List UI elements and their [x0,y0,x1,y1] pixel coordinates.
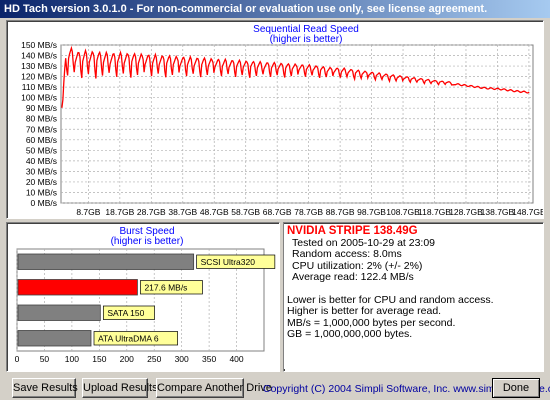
burst-x-tick-label: 350 [202,354,216,364]
burst-chart-title: Burst Speed [119,226,174,237]
note-higher-better: Higher is better for average read. [287,305,442,318]
burst-chart-subtitle: (higher is better) [111,236,184,247]
read-y-tick-label: 110 MB/s [22,82,57,92]
burst-bar-label-box [196,254,276,269]
read-chart-subtitle: (higher is better) [270,34,343,45]
read-y-tick-label: 10 MB/s [26,187,57,197]
read-x-tick-label: 148.7GB [512,207,543,217]
read-x-tick-label: 48.7GB [200,207,229,217]
upload-results-button[interactable]: Upload Results [82,378,158,398]
read-x-tick-label: 118.7GB [418,207,451,217]
window-title-bar: HD Tach version 3.0.1.0 - For non-commer… [0,0,550,18]
read-y-tick-label: 80 MB/s [26,114,57,124]
read-x-tick-label: 98.7GB [357,207,386,217]
copyright-text: Copyright (C) 2004 Simpli Software, Inc.… [263,383,550,395]
burst-chart-x-axis: 0 50 100 150 200 250 300 350 400 [15,354,244,364]
save-results-button[interactable]: Save Results [12,378,78,398]
read-y-tick-label: 20 MB/s [26,177,57,187]
burst-x-tick-label: 400 [229,354,243,364]
burst-bar-label-box [140,280,203,295]
cpu-utilization: CPU utilization: 2% (+/- 2%) [292,259,423,272]
read-x-tick-label: 28.7GB [137,207,166,217]
read-x-tick-label: 18.7GB [105,207,134,217]
average-read: Average read: 122.4 MB/s [292,270,414,283]
read-y-tick-label: 140 MB/s [21,51,57,61]
read-x-tick-label: 68.7GB [263,207,292,217]
burst-bar [17,253,195,270]
note-lower-better: Lower is better for CPU and random acces… [287,294,494,307]
burst-bar-label: SCSI Ultra320 [201,257,256,267]
compare-drive-button[interactable]: Compare Another Drive [156,378,272,398]
read-chart-grid [60,44,534,204]
burst-bar-label: SATA 150 [107,308,144,318]
drive-name: NVIDIA STRIPE 138.49G [287,225,418,237]
read-y-tick-label: 90 MB/s [26,103,57,113]
read-y-tick-label: 40 MB/s [26,156,57,166]
read-x-tick-label: 38.7GB [168,207,197,217]
read-x-tick-label: 88.7GB [326,207,355,217]
burst-x-tick-label: 50 [40,354,50,364]
burst-speed-panel: Burst Speed (higher is better) SCSI Ultr… [6,222,280,372]
burst-bar [17,330,92,347]
burst-x-tick-label: 250 [147,354,161,364]
burst-bar-label-box [93,331,178,346]
read-x-tick-label: 78.7GB [294,207,323,217]
burst-bar [17,304,101,321]
read-y-tick-label: 130 MB/s [21,61,57,71]
burst-x-tick-label: 300 [175,354,189,364]
burst-bar-label: 217.6 MB/s [144,282,187,292]
burst-x-tick-label: 150 [92,354,106,364]
sequential-read-panel: Sequential Read Speed (higher is better)… [6,20,544,219]
burst-plot-frame [16,248,265,352]
read-x-tick-label: 138.7GB [481,207,515,217]
burst-x-tick-label: 100 [65,354,79,364]
burst-chart-bars: SCSI Ultra320 217.6 MB/s SATA 150 ATA Ultra… [17,253,276,347]
read-chart-x-axis: 8.7GB 18.7GB 28.7GB 38.7GB 48.7GB 58.7GB 68.7G… [76,207,543,217]
burst-speed-chart: Burst Speed (higher is better) SCSI Ultr… [15,226,276,364]
tested-date: Tested on 2005-10-29 at 23:09 [292,237,436,249]
read-x-tick-label: 128.7GB [449,207,483,217]
note-gb-definition: GB = 1,000,000,000 bytes. [287,328,413,341]
read-speed-series-line [61,45,530,108]
window-title: HD Tach version 3.0.1.0 - For non-commer… [4,3,488,15]
read-y-tick-label: 120 MB/s [21,72,57,82]
burst-bar-label-box [102,305,155,320]
sequential-read-chart: Sequential Read Speed (higher is better)… [21,24,543,217]
note-mbs-definition: MB/s = 1,000,000 bytes per second. [287,316,456,329]
random-access: Random access: 8.0ms [292,248,402,261]
burst-x-tick-label: 0 [15,354,20,364]
burst-bar [17,279,138,296]
read-y-tick-label: 0 MB/s [31,198,57,208]
read-x-tick-label: 108.7GB [386,207,420,217]
done-button[interactable]: Done [492,378,540,398]
burst-x-tick-label: 200 [120,354,134,364]
read-y-tick-label: 50 MB/s [26,145,57,155]
read-chart-y-axis: 0 MB/s10 MB/s20 MB/s30 MB/s40 MB/s50 MB/… [21,40,57,208]
read-x-tick-label: 58.7GB [231,207,260,217]
read-y-tick-label: 150 MB/s [21,40,57,50]
read-y-tick-label: 70 MB/s [26,124,57,134]
results-info: NVIDIA STRIPE 138.49G Tested on 2005-10-… [284,224,544,369]
read-y-tick-label: 30 MB/s [26,166,57,176]
read-y-tick-label: 60 MB/s [26,135,57,145]
read-y-tick-label: 100 MB/s [21,93,57,103]
read-chart-title: Sequential Read Speed [253,24,359,35]
read-x-tick-label: 8.7GB [76,207,100,217]
burst-bar-label: ATA UltraDMA 6 [98,333,159,343]
